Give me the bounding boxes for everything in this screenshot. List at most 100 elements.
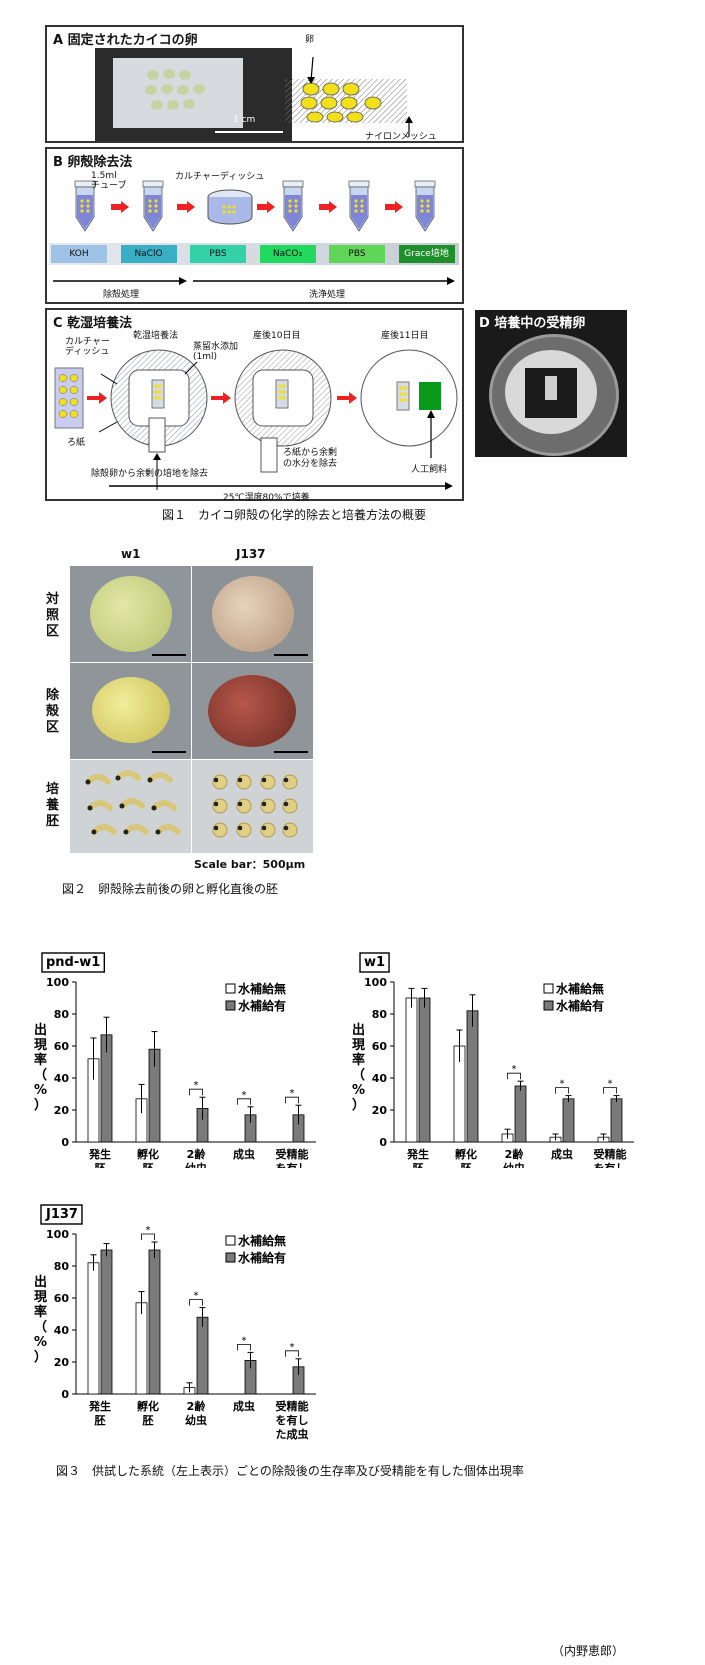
fig3-caption: 図３ 供試した系統（左上表示）ごとの除殻後の生存率及び受精能を有した個体出現率 bbox=[56, 1464, 524, 1478]
y-tick-label: 40 bbox=[372, 1072, 388, 1085]
y-tick-label: 20 bbox=[372, 1104, 388, 1117]
photo-j137-removed bbox=[192, 663, 313, 759]
chart-w1: w1020406080100出現率（%）水補給無水補給有発生胚孵化胚*2齢幼虫*… bbox=[352, 952, 634, 1168]
x-tick-label: 2齢 bbox=[505, 1147, 525, 1161]
bar-on-4 bbox=[610, 1098, 623, 1143]
photo-w1-control bbox=[70, 566, 191, 662]
x-tick-label: 胚 bbox=[94, 1162, 106, 1168]
x-tick-label: 受精能 bbox=[594, 1147, 627, 1161]
photo-j137-control bbox=[192, 566, 313, 662]
significance-star: * bbox=[290, 1088, 295, 1099]
panel-c-diagram bbox=[54, 349, 458, 490]
significance-bracket bbox=[141, 1233, 155, 1240]
significance-bracket bbox=[189, 1299, 203, 1306]
legend-swatch-on bbox=[225, 1252, 236, 1263]
x-tick-label: 成虫 bbox=[233, 1399, 255, 1413]
legend-on: 水補給有 bbox=[238, 998, 286, 1013]
legend-off: 水補給無 bbox=[238, 981, 286, 996]
y-tick-label: 100 bbox=[46, 976, 69, 989]
y-axis-label: 出 bbox=[34, 1274, 47, 1290]
remove1-label: 除殻卵から余剰の培地を除去 bbox=[91, 469, 209, 479]
egg-label: 卵 bbox=[305, 35, 315, 45]
y-tick-label: 60 bbox=[54, 1040, 70, 1053]
significance-star: * bbox=[194, 1080, 199, 1091]
x-tick-label: 受精能 bbox=[276, 1147, 309, 1161]
scale-1cm-label: 1 cm bbox=[233, 115, 256, 125]
fig1-caption: 図１ カイコ卵殻の化学的除去と培養方法の概要 bbox=[162, 508, 427, 522]
phase-arrows bbox=[53, 277, 455, 285]
x-tick-label: 発生 bbox=[88, 1147, 111, 1161]
bar-on-1 bbox=[466, 1010, 479, 1143]
step-box-4: PBS bbox=[329, 245, 385, 263]
panel-a-title: A 固定されたカイコの卵 bbox=[53, 33, 198, 48]
bar-on-1 bbox=[148, 1249, 161, 1395]
water-label: 蒸留水添加 (1ml) bbox=[193, 342, 239, 362]
y-axis-label: （ bbox=[34, 1319, 47, 1335]
panel-b-title: B 卵殻除去法 bbox=[53, 155, 133, 170]
y-axis-label: （ bbox=[34, 1067, 47, 1083]
y-tick-label: 100 bbox=[46, 1228, 69, 1241]
x-tick-label: 発生 bbox=[406, 1147, 429, 1161]
phase2-label: 洗浄処理 bbox=[309, 290, 346, 300]
bar-on-3 bbox=[562, 1098, 575, 1143]
mesh-label: ナイロンメッシュ bbox=[365, 132, 437, 142]
significance-bracket bbox=[603, 1087, 617, 1094]
significance-star: * bbox=[560, 1079, 565, 1090]
bar-on-0 bbox=[418, 997, 431, 1143]
x-tick-label: 2齢 bbox=[187, 1147, 207, 1161]
y-tick-label: 20 bbox=[54, 1356, 70, 1369]
bar-off-1 bbox=[135, 1302, 148, 1395]
step-box-3: NaCO₃ bbox=[259, 245, 316, 263]
significance-bracket bbox=[237, 1344, 251, 1351]
significance-star: * bbox=[608, 1079, 613, 1090]
photo-j137-embryo bbox=[192, 760, 313, 853]
significance-bracket bbox=[285, 1096, 299, 1104]
bar-off-0 bbox=[405, 997, 418, 1143]
y-tick-label: 0 bbox=[61, 1136, 69, 1149]
dish-label-c: カルチャー ディッシュ bbox=[65, 337, 110, 357]
col3-label: 産後11日目 bbox=[381, 331, 429, 341]
x-tick-label: 幼虫 bbox=[503, 1161, 525, 1168]
chart-title-box bbox=[359, 952, 390, 973]
paper-label: ろ紙 bbox=[67, 438, 86, 448]
x-tick-label: 孵化 bbox=[455, 1147, 477, 1161]
photo-w1-embryo bbox=[70, 760, 191, 853]
legend-on: 水補給有 bbox=[556, 998, 604, 1013]
y-tick-label: 0 bbox=[379, 1136, 387, 1149]
bar-off-0 bbox=[87, 1262, 100, 1395]
y-axis-label: % bbox=[352, 1083, 365, 1098]
col1-label: 乾湿培養法 bbox=[133, 331, 179, 341]
fig2-row-embryo: 培 養 胚 bbox=[46, 782, 60, 829]
panel-d-title: D 培養中の受精卵 bbox=[479, 316, 586, 331]
y-tick-label: 60 bbox=[54, 1292, 70, 1305]
y-axis-label: （ bbox=[352, 1067, 365, 1083]
tube-label: 1.5ml チューブ bbox=[91, 171, 127, 191]
x-tick-label: 胚 bbox=[94, 1414, 106, 1427]
y-axis-label: 率 bbox=[352, 1052, 365, 1068]
x-tick-label: 成虫 bbox=[233, 1147, 255, 1161]
y-tick-label: 80 bbox=[372, 1008, 388, 1021]
egg-mesh-schematic bbox=[285, 56, 413, 137]
phase1-label: 除殻処理 bbox=[103, 290, 140, 300]
j137-embryos-art bbox=[212, 774, 298, 838]
legend-on: 水補給有 bbox=[238, 1250, 286, 1265]
culture-arrow bbox=[109, 482, 453, 490]
significance-bracket bbox=[237, 1098, 251, 1105]
y-tick-label: 100 bbox=[364, 976, 387, 989]
legend-swatch-on bbox=[225, 1000, 236, 1011]
y-axis-label: 出 bbox=[352, 1022, 365, 1038]
x-tick-label: 幼虫 bbox=[185, 1161, 207, 1168]
x-tick-label: た成虫 bbox=[276, 1427, 309, 1441]
significance-star: * bbox=[242, 1335, 247, 1346]
y-axis-label: 率 bbox=[34, 1052, 47, 1068]
significance-bracket bbox=[507, 1072, 521, 1080]
panel-d-photo: D 培養中の受精卵 bbox=[475, 310, 627, 457]
col2-label: 産後10日目 bbox=[253, 331, 301, 341]
y-tick-label: 0 bbox=[61, 1388, 69, 1401]
x-tick-label: 受精能 bbox=[276, 1399, 309, 1413]
chart-title: pnd-w1 bbox=[46, 955, 100, 970]
legend-off: 水補給無 bbox=[556, 981, 604, 996]
step-boxes: KOH NaClO PBS NaCO₃ PBS Grace培地 bbox=[51, 245, 461, 263]
panel-a-photo: 1 cm bbox=[95, 48, 292, 141]
x-tick-label: を有し bbox=[594, 1161, 627, 1168]
